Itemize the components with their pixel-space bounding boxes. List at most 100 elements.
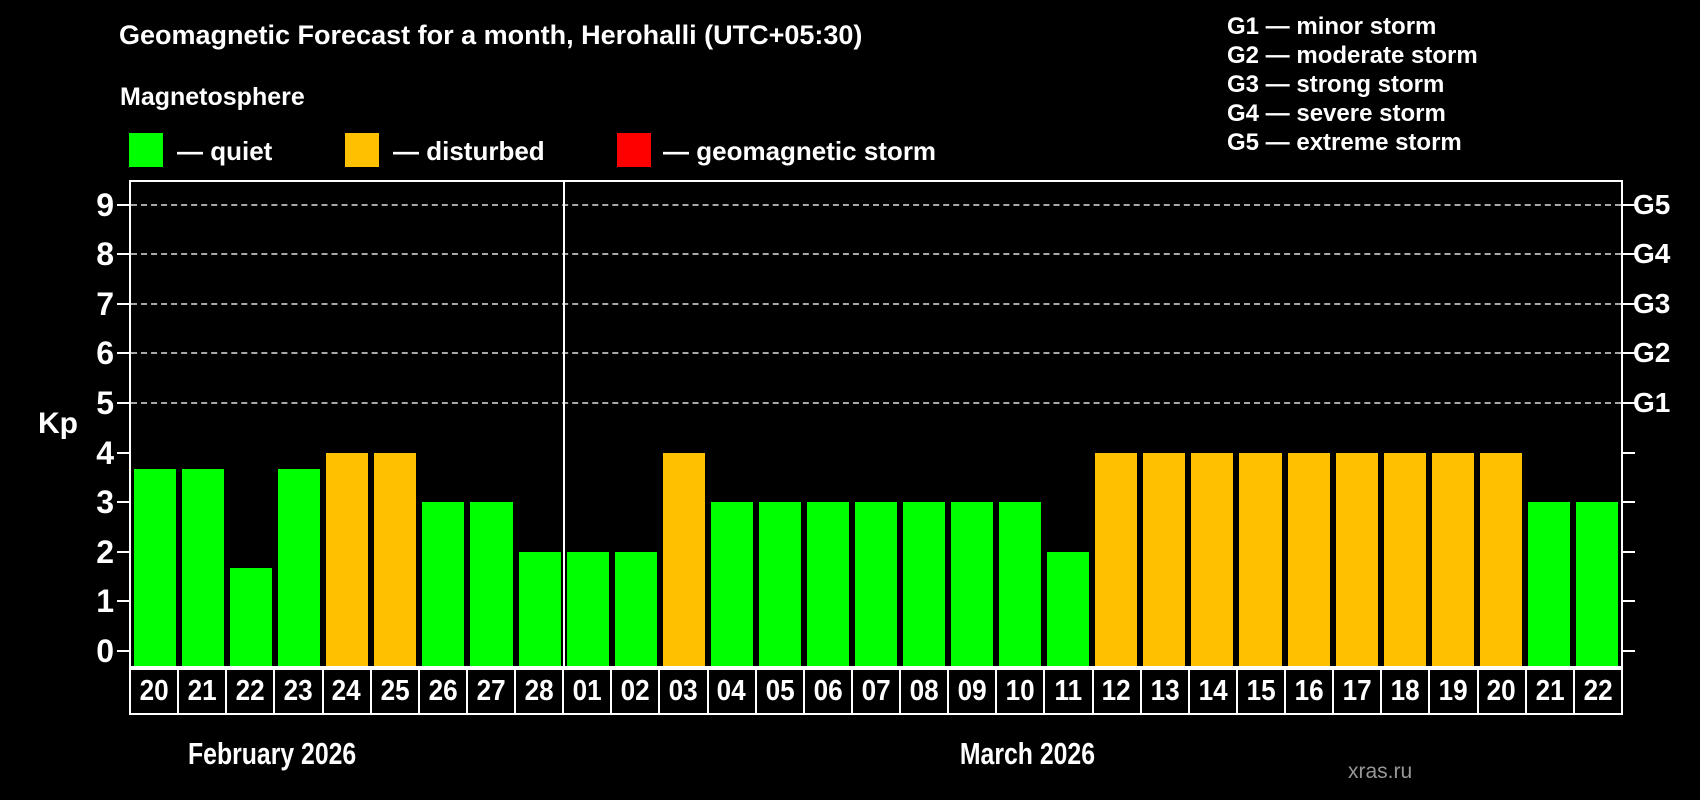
kp-bar-day-09 [951, 502, 994, 666]
kp-bar-day-08 [903, 502, 946, 666]
plot-area [117, 180, 1635, 668]
day-cell-15: 15 [1235, 668, 1286, 715]
y-axis-label-6: 6 [96, 335, 114, 372]
right-axis-tick-5 [1623, 402, 1635, 404]
kp-bar-day-07 [854, 502, 898, 666]
gridline-kp9 [131, 203, 1621, 206]
kp-bar-day-17 [1335, 452, 1378, 666]
day-cell-13: 13 [1139, 668, 1190, 715]
kp-bar-day-12 [1095, 452, 1138, 666]
kp-bar-day-23 [278, 468, 321, 666]
kp-bar-day-19 [1431, 452, 1474, 666]
gridline-kp8 [131, 253, 1621, 256]
day-cell-06: 06 [802, 668, 853, 715]
kp-bar-day-20 [1479, 452, 1522, 666]
kp-bar-day-28 [518, 551, 561, 666]
day-cell-17: 17 [1332, 668, 1383, 715]
right-axis-label-g4: G4 [1633, 238, 1671, 270]
day-cell-20: 20 [1476, 668, 1527, 715]
month-separator [562, 182, 565, 666]
day-cell-21: 21 [1524, 668, 1575, 715]
day-cell-14: 14 [1187, 668, 1238, 715]
storm-legend-label: — geomagnetic storm [663, 136, 937, 166]
day-cell-18: 18 [1380, 668, 1431, 715]
y-axis-label-2: 2 [96, 533, 114, 570]
right-axis-tick-7 [1623, 302, 1635, 305]
y-axis-label-8: 8 [96, 236, 114, 273]
day-cell-19: 19 [1428, 668, 1479, 715]
kp-bar-day-18 [1383, 452, 1426, 666]
y-axis-label-7: 7 [96, 285, 114, 322]
day-cell-27: 27 [465, 668, 516, 715]
day-cell-20: 20 [129, 668, 180, 715]
day-cell-23: 23 [273, 668, 324, 715]
month-label-february: February 2026 [187, 736, 357, 771]
right-axis-label-g2: G2 [1633, 337, 1671, 369]
y-axis-label-1: 1 [96, 583, 114, 620]
right-axis-tick-8 [1623, 253, 1635, 256]
y-axis-title: Kp [38, 407, 78, 440]
kp-bar-day-02 [614, 551, 657, 666]
disturbed-legend-label: — disturbed [393, 136, 545, 166]
day-cell-11: 11 [1043, 668, 1094, 715]
day-cell-21: 21 [177, 668, 228, 715]
right-axis-tick-6 [1623, 352, 1635, 355]
left-axis-tick-2 [117, 550, 129, 553]
storm-scale-g1: G1 — minor storm [1227, 13, 1437, 40]
y-axis-label-0: 0 [96, 633, 114, 669]
kp-bar-day-15 [1239, 452, 1282, 666]
storm-scale-g2: G2 — moderate storm [1227, 42, 1478, 69]
right-axis-tick-0 [1623, 650, 1635, 652]
day-cell-22: 22 [225, 668, 276, 715]
day-cell-25: 25 [369, 668, 420, 715]
legend-title: Magnetosphere [120, 83, 305, 111]
y-axis-label-5: 5 [96, 385, 114, 421]
right-axis-label-g5: G5 [1633, 188, 1671, 220]
kp-bar-day-03 [662, 452, 705, 666]
storm-scale-g4: G4 — severe storm [1227, 100, 1446, 127]
kp-bar-day-21 [1527, 502, 1570, 666]
gridline-kp7 [131, 302, 1621, 305]
left-axis-tick-0 [117, 650, 129, 652]
month-label-march: March 2026 [959, 736, 1095, 771]
y-axis-label-4: 4 [96, 434, 114, 471]
storm-color-swatch [617, 133, 651, 167]
right-axis-tick-2 [1623, 550, 1635, 553]
storm-scale-legend: G1 — minor storm G2 — moderate storm G3 … [1227, 12, 1478, 157]
kp-bar-day-11 [1047, 551, 1090, 666]
storm-scale-g5: G5 — extreme storm [1227, 129, 1462, 156]
day-cell-09: 09 [947, 668, 998, 715]
day-cell-08: 08 [899, 668, 950, 715]
y-axis-label-9: 9 [96, 186, 114, 223]
right-axis-tick-3 [1623, 501, 1635, 504]
y-axis-label-3: 3 [96, 484, 114, 521]
right-axis-label-g1: G1 [1633, 387, 1671, 418]
kp-bar-day-10 [999, 502, 1042, 666]
quiet-legend-label: — quiet [177, 136, 273, 166]
kp-bar-day-05 [758, 502, 801, 666]
x-axis-day-row: 20 21 22 23 24 25 26 27 28 01 02 03 04 05 06 07 08 09 10 11… [129, 668, 1623, 715]
kp-bar-day-14 [1191, 452, 1234, 666]
day-cell-04: 04 [706, 668, 757, 715]
kp-bar-day-16 [1287, 452, 1330, 666]
left-axis-tick-9 [117, 203, 129, 206]
kp-bar-day-22 [1575, 502, 1618, 666]
watermark: xras.ru [1348, 760, 1413, 783]
day-cell-12: 12 [1091, 668, 1142, 715]
chart-title: Geomagnetic Forecast for a month, Heroha… [119, 20, 863, 50]
left-axis-tick-3 [117, 501, 129, 504]
kp-bar-day-26 [422, 502, 465, 666]
gridline-kp6 [131, 352, 1621, 355]
day-cell-01: 01 [562, 668, 613, 715]
quiet-color-swatch [129, 133, 163, 167]
right-axis-tick-4 [1623, 451, 1635, 454]
day-cell-02: 02 [610, 668, 661, 715]
left-axis-tick-4 [117, 451, 129, 454]
left-axis-tick-6 [117, 352, 129, 355]
left-axis-tick-1 [117, 600, 129, 603]
storm-scale-g3: G3 — strong storm [1227, 71, 1445, 98]
day-cell-10: 10 [995, 668, 1046, 715]
kp-bar-day-01 [566, 551, 609, 666]
kp-bar-day-27 [470, 502, 513, 666]
day-cell-03: 03 [658, 668, 709, 715]
